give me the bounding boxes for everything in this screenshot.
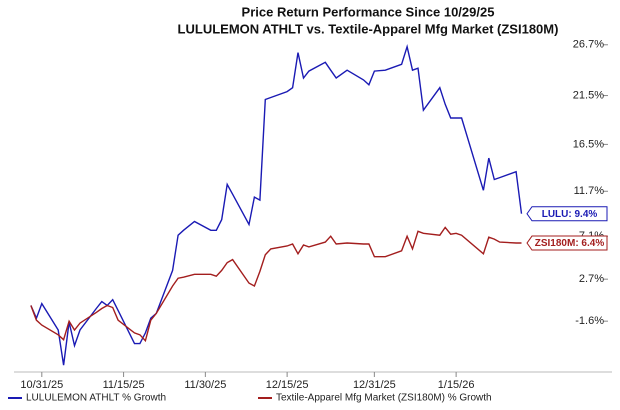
series-line [30, 44, 523, 366]
chart-title: Price Return Performance Since 10/29/25 [242, 4, 495, 19]
x-tick-label: 11/15/25 [103, 379, 145, 391]
legend-label: LULULEMON ATHLT % Growth [26, 393, 166, 404]
x-tick-label: 1/15/26 [438, 379, 475, 391]
end-label-box [526, 206, 608, 222]
y-tick-label: 16.5% [573, 138, 604, 150]
y-tick-label: -1.6% [575, 315, 604, 327]
y-tick-label: 11.7% [574, 185, 605, 197]
end-label: LULU: 9.4% [542, 209, 598, 220]
x-tick-label: 12/31/25 [353, 379, 396, 391]
y-tick-label: 21.5% [573, 89, 604, 101]
y-tick-label: 26.7% [573, 39, 604, 51]
x-tick-label: 12/15/25 [266, 379, 309, 391]
series-line [30, 226, 522, 343]
end-label: ZSI180M: 6.4% [535, 238, 605, 249]
y-tick-label: 2.7% [579, 273, 604, 285]
chart-subtitle: LULULEMON ATHLT vs. Textile-Apparel Mfg … [178, 21, 559, 36]
end-label-box [526, 235, 608, 251]
x-tick-label: 10/31/25 [20, 379, 63, 391]
legend-label: Textile-Apparel Mfg Market (ZSI180M) % G… [276, 393, 492, 404]
x-tick-label: 11/30/25 [184, 379, 226, 391]
